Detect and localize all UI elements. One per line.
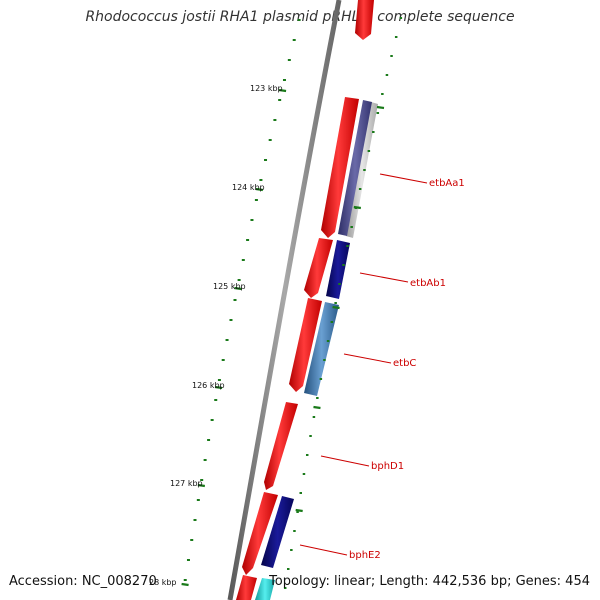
ruler-labels: 123 kbp 124 kbp 125 kbp 126 kbp 127 kbp … — [149, 84, 283, 587]
label-leader — [320, 455, 370, 467]
label-leader — [343, 353, 392, 364]
outer-ruler-major-tick — [332, 305, 340, 310]
ruler-label: 125 kbp — [213, 282, 246, 291]
ruler-label: 127 kbp — [170, 479, 203, 488]
gene-label-bphE2[interactable]: bphE2 — [349, 550, 381, 561]
gene-arrow[interactable] — [242, 492, 278, 575]
cog-bar-grey — [346, 102, 378, 238]
cog-bar-cyan — [255, 578, 275, 600]
ruler-major-tick — [278, 88, 287, 93]
ruler-label: 124 kbp — [232, 183, 265, 192]
cog-bar-purple — [338, 100, 372, 236]
gene-label-etbAa1[interactable]: etbAa1 — [429, 178, 465, 189]
ruler-major-tick — [255, 187, 264, 192]
outer-ruler-major-tick — [313, 405, 321, 410]
ruler-major-tick — [181, 582, 189, 587]
sequence-summary: Topology: linear; Length: 442,536 bp; Ge… — [269, 574, 590, 589]
outer-ruler-major-tick — [353, 205, 361, 210]
gene-label-lines — [299, 173, 428, 556]
gene-labels: etbAa1 etbAb1 etbC bphD1 bphE2 — [349, 178, 465, 561]
gene-arrow[interactable] — [236, 575, 257, 600]
ruler-major-tick — [234, 286, 242, 291]
cog-bar-steel — [304, 302, 339, 396]
gene-label-bphD1[interactable]: bphD1 — [371, 461, 404, 472]
genes-layer — [236, 0, 374, 600]
gene-arrow[interactable] — [304, 238, 333, 298]
accession-text: Accession: NC_008270 — [9, 574, 157, 589]
gene-label-etbAb1[interactable]: etbAb1 — [410, 278, 446, 289]
label-leader — [359, 272, 409, 283]
label-leader — [299, 544, 348, 556]
ruler-label: 126 kbp — [192, 381, 225, 390]
ruler-label: 28 kbp — [149, 578, 177, 587]
ruler-label: 123 kbp — [250, 84, 283, 93]
ruler-ticks — [181, 17, 403, 589]
outer-ruler-major-tick — [376, 105, 385, 110]
gene-arrow[interactable] — [321, 97, 359, 238]
label-leader — [379, 173, 428, 184]
gene-arrow[interactable] — [264, 402, 298, 490]
category-layer — [255, 100, 378, 600]
gene-arrow[interactable] — [355, 0, 374, 40]
gene-label-etbC[interactable]: etbC — [393, 358, 416, 369]
ruler-major-tick — [214, 385, 223, 390]
ruler-major-tick — [197, 483, 206, 488]
gene-arrow[interactable] — [289, 298, 322, 392]
map-title: Rhodococcus jostii RHA1 plasmid pRHL2, c… — [85, 9, 515, 25]
outer-ruler-major-tick — [295, 508, 303, 513]
backbone-arc — [227, 0, 342, 600]
cog-bar-navy — [261, 496, 294, 568]
cog-bar-navy — [326, 240, 350, 299]
